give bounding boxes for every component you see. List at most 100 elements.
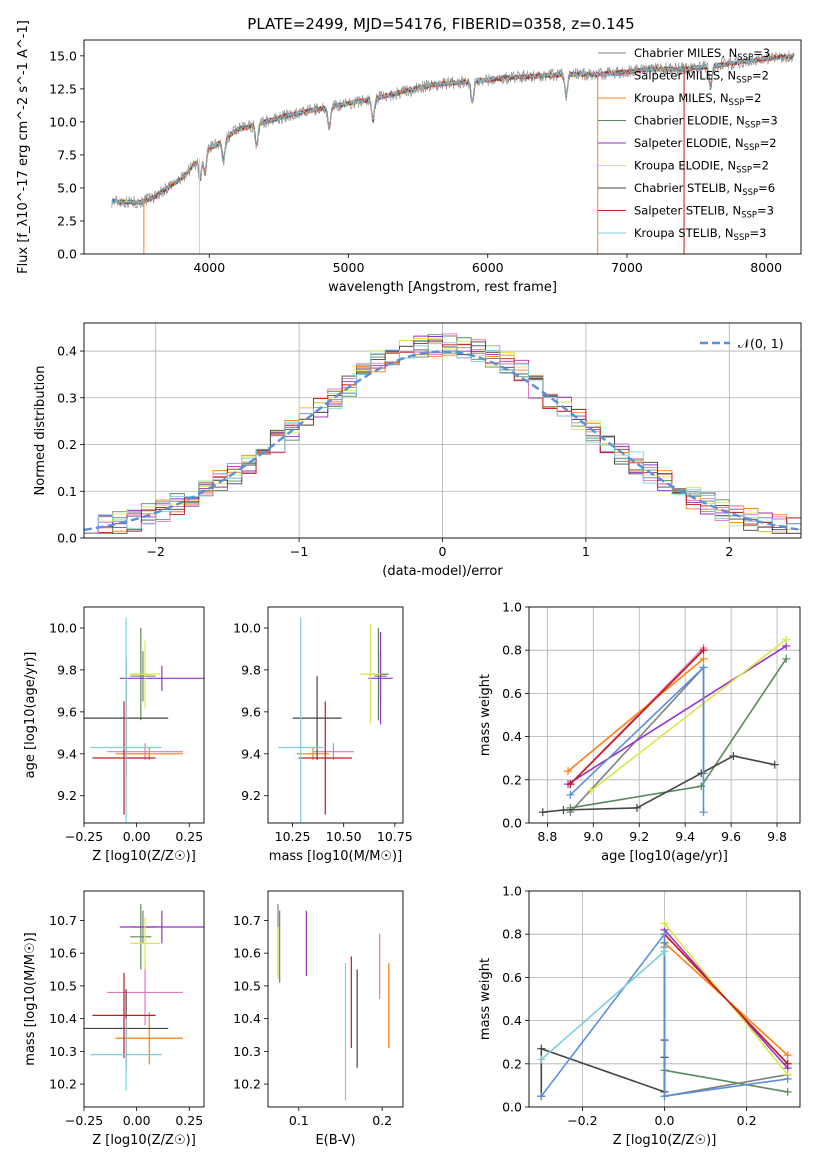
axes-frame xyxy=(83,890,205,1108)
spectrum-line xyxy=(111,53,795,206)
axes-frame xyxy=(528,606,801,824)
y-tick-label: 0.1 xyxy=(57,484,77,499)
legend-count: =2 xyxy=(752,69,769,83)
y-tick-label: 0.2 xyxy=(502,1056,522,1071)
plot-area xyxy=(84,904,204,1091)
plot-area xyxy=(529,607,800,823)
legend-count: =3 xyxy=(761,114,778,128)
legend-label: 𝒩(0, 1) xyxy=(738,336,784,351)
axes-frame xyxy=(267,606,404,824)
x-tick-label: 9.0 xyxy=(583,829,603,844)
chart-mass-vs-Z: −0.25 0.00 0.25 10.2 10.3 10.4 10.5 10.6 10.7 Z [… xyxy=(23,890,205,1148)
weight-line xyxy=(567,645,787,785)
y-tick-label: 15.0 xyxy=(49,48,77,63)
weight-line xyxy=(590,638,787,792)
x-axis-label: wavelength [Angstrom, rest frame] xyxy=(328,280,557,295)
weight-line xyxy=(567,658,705,772)
y-tick-label: 9.2 xyxy=(57,788,77,803)
y-tick-label: 1.0 xyxy=(502,884,522,899)
y-tick-label: 0.2 xyxy=(502,772,522,787)
y-tick-label: 0.0 xyxy=(502,1100,522,1115)
legend-label: Chabrier STELIB, NSSP=6 xyxy=(634,181,775,198)
histogram-step xyxy=(84,342,801,534)
x-axis-label: Z [log10(Z/Z☉)] xyxy=(92,849,196,864)
plot-area xyxy=(529,891,800,1107)
y-tick-label: 0.4 xyxy=(502,1013,522,1028)
y-axis-label: Flux [f_λ10^-17 erg cm^-2 s^-1 A^-1] xyxy=(16,20,31,274)
x-tick-label: 9.6 xyxy=(721,829,741,844)
weight-line xyxy=(540,931,788,1098)
y-tick-label: 0.0 xyxy=(57,247,77,262)
y-tick-label: 9.4 xyxy=(57,746,77,761)
x-tick-label: −0.25 xyxy=(65,829,103,844)
legend-sub: SSP xyxy=(742,188,758,198)
y-tick-label: 10.5 xyxy=(49,978,77,993)
legend-sub: SSP xyxy=(745,121,761,131)
x-axis-label: age [log10(age/yr)] xyxy=(601,849,728,864)
chart-age-vs-Z: −0.25 0.00 0.25 9.2 9.4 9.6 9.8 10.0 Z [log10(Z/… xyxy=(23,606,205,864)
x-tick-label: −0.2 xyxy=(567,1113,597,1128)
legend-sub: SSP xyxy=(741,211,757,221)
x-tick-label: 0 xyxy=(439,544,447,559)
y-tick-label: 10.5 xyxy=(233,978,261,993)
y-tick-label: 0.0 xyxy=(57,531,77,546)
y-tick-label: 0.3 xyxy=(57,390,77,405)
y-tick-label: 9.8 xyxy=(241,662,261,677)
chart-weight-vs-Z: −0.2 0.0 0.2 0.0 0.2 0.4 0.6 0.8 1.0 Z [log10(Z/Z… xyxy=(478,884,801,1148)
x-tick-label: 0.00 xyxy=(123,829,151,844)
legend-sub: SSP xyxy=(737,53,753,63)
y-tick-label: 0.4 xyxy=(57,344,77,359)
x-axis-label: E(B-V) xyxy=(315,1133,355,1148)
x-tick-label: 0.1 xyxy=(289,1113,309,1128)
plot-area xyxy=(278,617,393,823)
y-tick-label: 0.8 xyxy=(502,643,522,658)
y-tick-label: 9.8 xyxy=(57,662,77,677)
y-tick-label: 10.6 xyxy=(49,946,77,961)
x-axis-label: (data-model)/error xyxy=(382,564,503,579)
weight-line xyxy=(663,933,789,1065)
y-tick-label: 10.2 xyxy=(233,1077,261,1092)
x-tick-label: 0.2 xyxy=(737,1113,757,1128)
plot-area xyxy=(277,904,390,1101)
y-tick-label: 7.5 xyxy=(57,147,77,162)
x-tick-label: −0.25 xyxy=(65,1113,103,1128)
x-tick-label: 9.4 xyxy=(675,829,695,844)
y-axis-label: mass [log10(M/M☉)] xyxy=(23,932,38,1065)
legend-count: =6 xyxy=(758,181,775,195)
y-tick-label: 5.0 xyxy=(57,180,77,195)
y-axis-label: Normed distribution xyxy=(33,366,48,496)
chart-age-vs-mass: 10.25 10.50 10.75 9.2 9.4 9.6 9.8 10.0 mass [log… xyxy=(233,606,413,864)
charts-layer: 4000 5000 6000 7000 80000.02.55.07.510.012.5… xyxy=(16,20,802,1148)
legend-count: =2 xyxy=(752,159,769,173)
x-tick-label: −2 xyxy=(146,544,164,559)
y-tick-label: 0.6 xyxy=(502,686,522,701)
y-tick-label: 10.0 xyxy=(49,620,77,635)
x-tick-label: 10.75 xyxy=(377,829,413,844)
x-tick-label: 7000 xyxy=(611,260,643,275)
x-tick-label: 8.8 xyxy=(537,829,557,844)
figure-title: PLATE=2499, MJD=54176, FIBERID=0358, z=0… xyxy=(247,15,634,33)
chart-residuals: −2 −1 0 1 2 0.0 0.1 0.2 0.3 0.4 (data-model)/error… xyxy=(33,322,802,579)
x-tick-label: 10.25 xyxy=(275,829,311,844)
axes-frame xyxy=(83,322,802,539)
weight-line xyxy=(540,950,666,1061)
y-tick-label: 9.6 xyxy=(241,704,261,719)
legend-count: =3 xyxy=(753,46,770,60)
x-tick-label: 4000 xyxy=(193,260,225,275)
legend-label: Salpeter STELIB, NSSP=3 xyxy=(634,204,774,221)
legend-label: Kroupa ELODIE, NSSP=2 xyxy=(634,159,769,176)
legend-sub: SSP xyxy=(729,98,745,108)
x-axis-label: Z [log10(Z/Z☉)] xyxy=(613,1133,717,1148)
chart-weight-vs-age: 8.8 9.0 9.2 9.4 9.6 9.8 0.0 0.2 0.4 0.6 0.8 1.0 age … xyxy=(478,600,801,864)
weight-line xyxy=(569,649,705,785)
x-tick-label: 6000 xyxy=(472,260,504,275)
y-tick-label: 10.4 xyxy=(49,1011,77,1026)
legend-label: Chabrier ELODIE, NSSP=3 xyxy=(634,114,778,131)
y-axis-label: mass weight xyxy=(478,958,493,1040)
y-tick-label: 2.5 xyxy=(57,213,77,228)
legend-sub: SSP xyxy=(744,143,760,153)
y-tick-label: 10.7 xyxy=(233,913,261,928)
y-tick-label: 12.5 xyxy=(49,81,77,96)
y-tick-label: 10.3 xyxy=(49,1044,77,1059)
